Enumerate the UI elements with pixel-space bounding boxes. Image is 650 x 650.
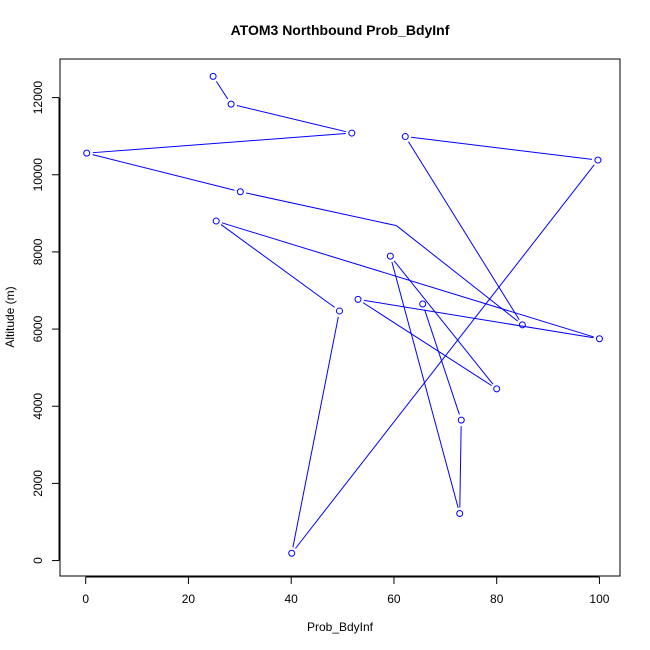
data-point — [83, 149, 91, 157]
plot-layer — [83, 72, 603, 557]
series-line-segment — [246, 192, 397, 227]
series-line-segment — [459, 426, 462, 508]
x-axis-label: Prob_BdyInf — [307, 620, 374, 634]
data-point — [457, 416, 465, 424]
x-tick-label: 0 — [82, 592, 89, 606]
data-point — [456, 509, 464, 517]
series-line-segment — [92, 154, 235, 191]
data-point — [595, 335, 603, 343]
x-tick-label: 80 — [490, 592, 504, 606]
data-point — [594, 156, 602, 164]
x-tick-label: 100 — [589, 592, 609, 606]
y-axis: 0 2000 4000 6000 8000 10000 12000 — [31, 81, 60, 564]
plot-frame — [59, 58, 621, 577]
data-point — [348, 129, 356, 137]
y-tick-label: 10000 — [31, 158, 45, 192]
y-tick-label: 8000 — [31, 238, 45, 265]
series-line-segment — [362, 302, 492, 387]
y-tick-label: 6000 — [31, 315, 45, 342]
y-tick-label: 0 — [31, 557, 45, 564]
data-point — [212, 217, 220, 225]
data-point — [419, 300, 427, 308]
data-point — [335, 307, 343, 315]
data-point — [236, 188, 244, 196]
series-line-segment — [407, 141, 520, 321]
series-line-segment — [396, 225, 518, 322]
series-line-segment — [411, 136, 593, 160]
series-line-segment — [220, 224, 335, 308]
series-line-segment — [221, 222, 594, 338]
data-point — [386, 252, 394, 260]
series-line-segment — [236, 105, 347, 133]
data-point — [493, 385, 501, 393]
chart-title: ATOM3 Northbound Prob_BdyInf — [231, 22, 450, 38]
series-line-segment — [363, 299, 594, 339]
y-tick-label: 2000 — [31, 470, 45, 497]
series-line-segment — [294, 164, 595, 549]
series-line-segment — [92, 133, 346, 154]
x-axis: 0 20 40 60 80 100 — [82, 576, 610, 606]
x-tick-label: 20 — [182, 592, 196, 606]
y-tick-label: 4000 — [31, 393, 45, 420]
data-point — [518, 321, 526, 329]
series-line-segment — [215, 81, 229, 100]
data-point — [401, 133, 409, 141]
data-point — [227, 100, 235, 108]
y-tick-label: 12000 — [31, 81, 45, 115]
series-line-segment — [393, 260, 494, 385]
data-point — [288, 549, 296, 557]
x-tick-label: 40 — [285, 592, 299, 606]
data-point — [354, 295, 362, 303]
data-point — [209, 72, 217, 80]
x-tick-label: 60 — [387, 592, 401, 606]
series-line-segment — [424, 309, 460, 415]
series-line-segment — [292, 316, 339, 548]
y-axis-label: Altitude (m) — [3, 286, 17, 347]
series-line-segment — [391, 261, 459, 508]
